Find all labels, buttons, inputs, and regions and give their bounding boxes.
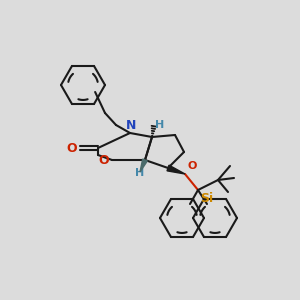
Text: N: N (126, 119, 136, 132)
Text: Si: Si (200, 192, 213, 205)
Text: O: O (187, 161, 196, 171)
Text: H: H (155, 120, 164, 130)
Text: O: O (98, 154, 109, 166)
Polygon shape (167, 165, 185, 174)
Polygon shape (140, 159, 147, 172)
Text: O: O (66, 142, 77, 154)
Text: H: H (135, 168, 145, 178)
